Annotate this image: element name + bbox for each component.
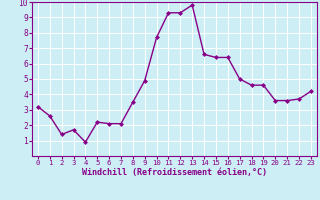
X-axis label: Windchill (Refroidissement éolien,°C): Windchill (Refroidissement éolien,°C) [82,168,267,177]
